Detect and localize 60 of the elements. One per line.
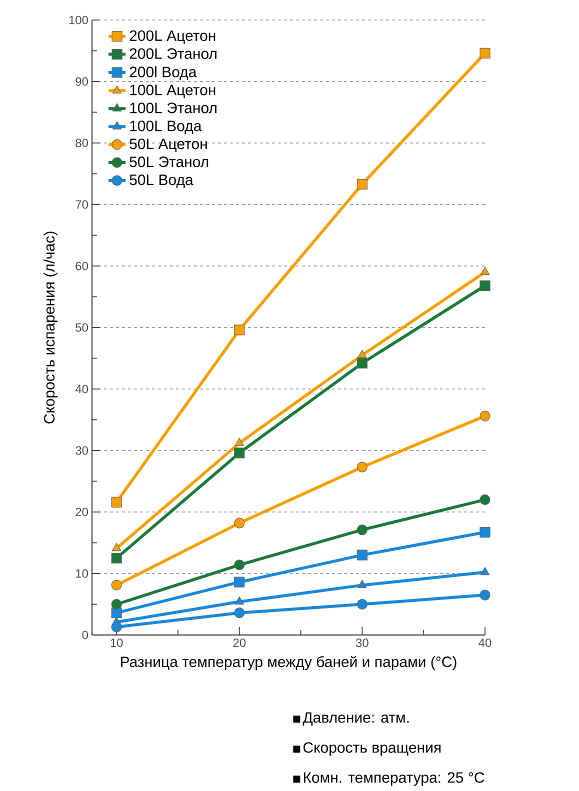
point [111, 552, 122, 564]
x-tick-label: 40 [478, 638, 492, 648]
point [234, 324, 245, 336]
point [480, 410, 490, 422]
point [234, 576, 245, 588]
point [111, 622, 122, 632]
point [356, 598, 368, 610]
y-tick-label: 100 [69, 16, 88, 24]
point [480, 266, 490, 275]
legend-label: 100L Ацетон [130, 84, 216, 98]
point [356, 178, 368, 190]
text: Скорость вращения [303, 742, 441, 756]
y-tick-label: 60 [76, 262, 88, 270]
y-tick-label: 90 [76, 77, 88, 86]
point [112, 542, 122, 552]
point [358, 580, 367, 588]
legend-label: 200l Вода [130, 66, 197, 80]
legend-label: 100L Вода [130, 120, 202, 134]
point [234, 596, 244, 605]
point [480, 590, 490, 600]
legend-label: 50L Ацетон [130, 138, 207, 152]
point [480, 280, 490, 291]
legend-label: 50L Вода [130, 174, 194, 188]
legend-label: 100L Этанол [130, 102, 216, 114]
point [480, 48, 490, 58]
x-tick-label: 10 [110, 638, 123, 648]
y-tick-label: 30 [76, 446, 88, 455]
point [356, 550, 368, 560]
legend-label: 200L Ацетон [130, 30, 216, 44]
y-tick-label: 20 [76, 508, 88, 516]
y-axis-title: Скорость испарения (л/час) [44, 232, 58, 424]
y-tick-label: 10 [76, 569, 88, 578]
point [111, 580, 122, 590]
point [111, 496, 122, 508]
text: Давление: атм. [302, 712, 409, 726]
point [356, 462, 368, 472]
point [480, 494, 490, 505]
y-tick-label: 0 [82, 630, 88, 640]
point [356, 358, 368, 368]
point [234, 518, 245, 528]
point [358, 350, 367, 358]
point [111, 608, 122, 618]
point [111, 598, 122, 610]
point [480, 526, 490, 538]
point [234, 608, 245, 618]
x-tick-label: 30 [356, 638, 368, 648]
legend-label: 50L Этанол [130, 156, 208, 168]
y-tick-label: 80 [76, 138, 88, 148]
point [234, 560, 245, 570]
y-tick-label: 70 [76, 200, 88, 209]
y-tick-label: 50 [76, 323, 88, 332]
point [480, 566, 490, 576]
point [234, 438, 244, 446]
point [356, 524, 368, 536]
legend-label: 200L Этанол [130, 48, 216, 59]
x-axis-title: Разница температур между баней и парами (°C) [120, 656, 456, 670]
text: Комн. температура: 25 °C [304, 772, 484, 786]
y-tick-label: 40 [75, 384, 88, 394]
x-tick-label: 20 [233, 638, 246, 648]
point [234, 448, 245, 458]
